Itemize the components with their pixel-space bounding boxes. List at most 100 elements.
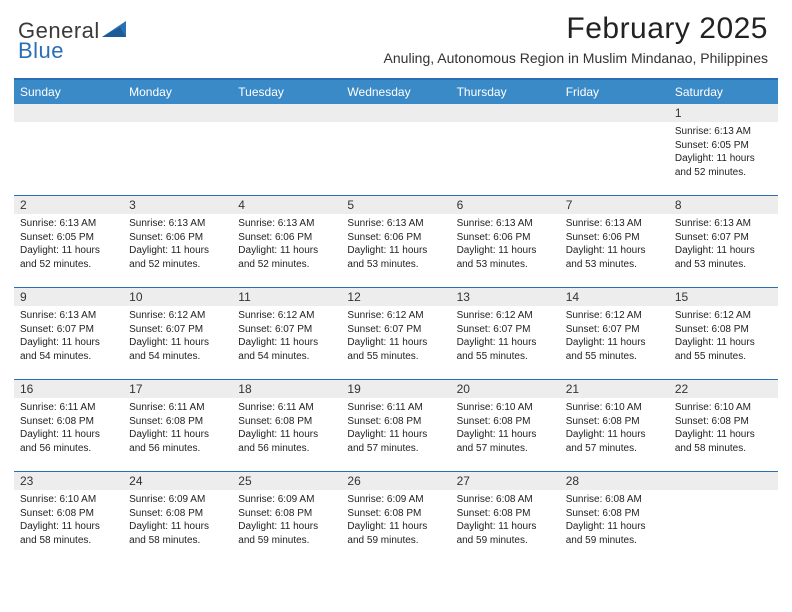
sunrise-text: Sunrise: 6:13 AM	[347, 217, 444, 231]
day-cell: 7Sunrise: 6:13 AMSunset: 6:06 PMDaylight…	[560, 196, 669, 287]
day-number-strip: 13	[451, 288, 560, 306]
sunset-text: Sunset: 6:08 PM	[675, 323, 772, 337]
sunset-text: Sunset: 6:08 PM	[347, 415, 444, 429]
week-row: 2Sunrise: 6:13 AMSunset: 6:05 PMDaylight…	[14, 196, 778, 288]
sunset-text: Sunset: 6:08 PM	[129, 507, 226, 521]
sunrise-text: Sunrise: 6:13 AM	[675, 125, 772, 139]
day-body: Sunrise: 6:11 AMSunset: 6:08 PMDaylight:…	[232, 398, 341, 459]
day-body: Sunrise: 6:09 AMSunset: 6:08 PMDaylight:…	[232, 490, 341, 551]
sunrise-text: Sunrise: 6:13 AM	[457, 217, 554, 231]
sunset-text: Sunset: 6:07 PM	[238, 323, 335, 337]
day-cell: 15Sunrise: 6:12 AMSunset: 6:08 PMDayligh…	[669, 288, 778, 379]
sunset-text: Sunset: 6:07 PM	[457, 323, 554, 337]
sunrise-text: Sunrise: 6:09 AM	[347, 493, 444, 507]
daylight-text: Daylight: 11 hours and 57 minutes.	[347, 428, 444, 455]
day-cell: 24Sunrise: 6:09 AMSunset: 6:08 PMDayligh…	[123, 472, 232, 564]
sunrise-text: Sunrise: 6:10 AM	[675, 401, 772, 415]
daylight-text: Daylight: 11 hours and 57 minutes.	[566, 428, 663, 455]
sunrise-text: Sunrise: 6:10 AM	[20, 493, 117, 507]
day-body: Sunrise: 6:11 AMSunset: 6:08 PMDaylight:…	[123, 398, 232, 459]
sunrise-text: Sunrise: 6:09 AM	[129, 493, 226, 507]
daylight-text: Daylight: 11 hours and 59 minutes.	[566, 520, 663, 547]
sunset-text: Sunset: 6:07 PM	[20, 323, 117, 337]
day-body: Sunrise: 6:13 AMSunset: 6:06 PMDaylight:…	[560, 214, 669, 275]
week-row: 9Sunrise: 6:13 AMSunset: 6:07 PMDaylight…	[14, 288, 778, 380]
sunrise-text: Sunrise: 6:13 AM	[129, 217, 226, 231]
day-number-strip	[14, 104, 123, 122]
day-cell: 23Sunrise: 6:10 AMSunset: 6:08 PMDayligh…	[14, 472, 123, 564]
day-number-strip: 17	[123, 380, 232, 398]
sunset-text: Sunset: 6:07 PM	[566, 323, 663, 337]
day-cell: 1Sunrise: 6:13 AMSunset: 6:05 PMDaylight…	[669, 104, 778, 195]
sunrise-text: Sunrise: 6:10 AM	[457, 401, 554, 415]
day-cell: 11Sunrise: 6:12 AMSunset: 6:07 PMDayligh…	[232, 288, 341, 379]
sunrise-text: Sunrise: 6:11 AM	[20, 401, 117, 415]
sunrise-text: Sunrise: 6:12 AM	[566, 309, 663, 323]
day-body: Sunrise: 6:13 AMSunset: 6:07 PMDaylight:…	[669, 214, 778, 275]
day-number-strip	[669, 472, 778, 490]
day-body: Sunrise: 6:13 AMSunset: 6:05 PMDaylight:…	[669, 122, 778, 183]
day-body: Sunrise: 6:13 AMSunset: 6:05 PMDaylight:…	[14, 214, 123, 275]
page-title: February 2025	[384, 12, 768, 46]
sunset-text: Sunset: 6:08 PM	[20, 415, 117, 429]
daylight-text: Daylight: 11 hours and 52 minutes.	[675, 152, 772, 179]
daylight-text: Daylight: 11 hours and 53 minutes.	[566, 244, 663, 271]
sunrise-text: Sunrise: 6:11 AM	[238, 401, 335, 415]
day-number-strip: 6	[451, 196, 560, 214]
day-cell: 28Sunrise: 6:08 AMSunset: 6:08 PMDayligh…	[560, 472, 669, 564]
weekday-header: Monday	[123, 80, 232, 104]
sunrise-text: Sunrise: 6:12 AM	[129, 309, 226, 323]
day-body: Sunrise: 6:13 AMSunset: 6:06 PMDaylight:…	[341, 214, 450, 275]
sunset-text: Sunset: 6:05 PM	[675, 139, 772, 153]
day-number-strip: 5	[341, 196, 450, 214]
day-body: Sunrise: 6:13 AMSunset: 6:06 PMDaylight:…	[232, 214, 341, 275]
daylight-text: Daylight: 11 hours and 57 minutes.	[457, 428, 554, 455]
daylight-text: Daylight: 11 hours and 58 minutes.	[675, 428, 772, 455]
logo-triangle-icon	[102, 19, 128, 44]
sunset-text: Sunset: 6:08 PM	[566, 507, 663, 521]
sunset-text: Sunset: 6:07 PM	[129, 323, 226, 337]
sunrise-text: Sunrise: 6:13 AM	[238, 217, 335, 231]
sunrise-text: Sunrise: 6:13 AM	[20, 309, 117, 323]
day-number-strip: 9	[14, 288, 123, 306]
day-cell: 19Sunrise: 6:11 AMSunset: 6:08 PMDayligh…	[341, 380, 450, 471]
daylight-text: Daylight: 11 hours and 59 minutes.	[347, 520, 444, 547]
day-body: Sunrise: 6:10 AMSunset: 6:08 PMDaylight:…	[451, 398, 560, 459]
daylight-text: Daylight: 11 hours and 55 minutes.	[675, 336, 772, 363]
daylight-text: Daylight: 11 hours and 52 minutes.	[238, 244, 335, 271]
day-body: Sunrise: 6:13 AMSunset: 6:07 PMDaylight:…	[14, 306, 123, 367]
day-cell: 6Sunrise: 6:13 AMSunset: 6:06 PMDaylight…	[451, 196, 560, 287]
sunrise-text: Sunrise: 6:13 AM	[20, 217, 117, 231]
sunrise-text: Sunrise: 6:12 AM	[347, 309, 444, 323]
sunset-text: Sunset: 6:06 PM	[238, 231, 335, 245]
day-cell: 21Sunrise: 6:10 AMSunset: 6:08 PMDayligh…	[560, 380, 669, 471]
sunrise-text: Sunrise: 6:12 AM	[457, 309, 554, 323]
daylight-text: Daylight: 11 hours and 59 minutes.	[457, 520, 554, 547]
day-body: Sunrise: 6:12 AMSunset: 6:07 PMDaylight:…	[232, 306, 341, 367]
sunrise-text: Sunrise: 6:13 AM	[675, 217, 772, 231]
daylight-text: Daylight: 11 hours and 54 minutes.	[238, 336, 335, 363]
day-number-strip: 12	[341, 288, 450, 306]
daylight-text: Daylight: 11 hours and 56 minutes.	[129, 428, 226, 455]
daylight-text: Daylight: 11 hours and 54 minutes.	[20, 336, 117, 363]
week-row: 16Sunrise: 6:11 AMSunset: 6:08 PMDayligh…	[14, 380, 778, 472]
day-cell: 10Sunrise: 6:12 AMSunset: 6:07 PMDayligh…	[123, 288, 232, 379]
daylight-text: Daylight: 11 hours and 58 minutes.	[20, 520, 117, 547]
sunset-text: Sunset: 6:08 PM	[347, 507, 444, 521]
day-cell	[232, 104, 341, 195]
sunset-text: Sunset: 6:08 PM	[129, 415, 226, 429]
day-number-strip: 2	[14, 196, 123, 214]
sunset-text: Sunset: 6:06 PM	[566, 231, 663, 245]
day-body: Sunrise: 6:13 AMSunset: 6:06 PMDaylight:…	[451, 214, 560, 275]
sunrise-text: Sunrise: 6:08 AM	[457, 493, 554, 507]
day-body: Sunrise: 6:09 AMSunset: 6:08 PMDaylight:…	[123, 490, 232, 551]
day-body: Sunrise: 6:10 AMSunset: 6:08 PMDaylight:…	[14, 490, 123, 551]
daylight-text: Daylight: 11 hours and 56 minutes.	[20, 428, 117, 455]
week-row: 23Sunrise: 6:10 AMSunset: 6:08 PMDayligh…	[14, 472, 778, 564]
day-cell: 20Sunrise: 6:10 AMSunset: 6:08 PMDayligh…	[451, 380, 560, 471]
weekday-header: Friday	[560, 80, 669, 104]
sunset-text: Sunset: 6:05 PM	[20, 231, 117, 245]
day-cell	[123, 104, 232, 195]
day-body: Sunrise: 6:09 AMSunset: 6:08 PMDaylight:…	[341, 490, 450, 551]
weekday-header: Saturday	[669, 80, 778, 104]
